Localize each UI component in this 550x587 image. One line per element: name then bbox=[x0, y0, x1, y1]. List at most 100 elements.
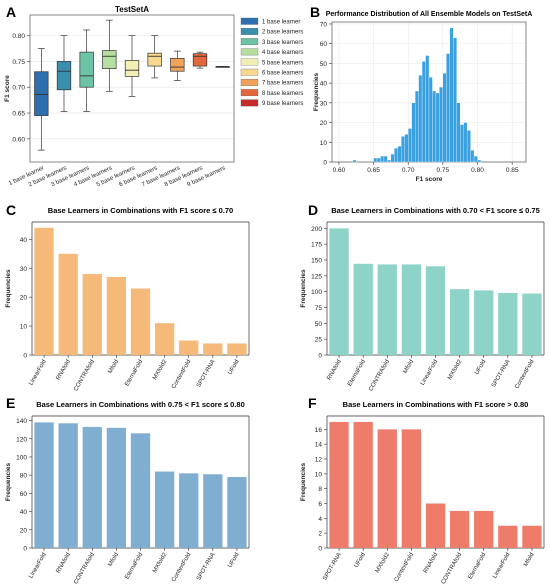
histogram-bar bbox=[456, 102, 461, 163]
legend-label: 1 base learner bbox=[262, 20, 300, 26]
legend-swatch bbox=[240, 28, 259, 35]
x-tick-label: 0.85 bbox=[506, 167, 519, 174]
y-tick-label: 60 bbox=[20, 491, 28, 498]
bar bbox=[401, 264, 422, 355]
y-tick-label: 20 bbox=[320, 120, 328, 127]
y-tick-label: 0.75 bbox=[12, 59, 25, 66]
histogram-bar bbox=[408, 128, 412, 163]
panel-c: C Base Learners in Combinations with F1 s… bbox=[5, 202, 250, 392]
legend-label: 3 base learners bbox=[262, 40, 303, 46]
x-tick-label: ContextFold bbox=[171, 552, 192, 583]
bar bbox=[179, 340, 199, 355]
x-tick-label: SPOT-RNA bbox=[196, 359, 217, 389]
bar bbox=[82, 426, 102, 548]
x-tick-label: Mfold bbox=[108, 552, 121, 568]
y-tick-label: 150 bbox=[311, 258, 322, 265]
y-tick-label: 0 bbox=[318, 353, 322, 360]
histogram-bar bbox=[380, 155, 385, 163]
x-tick-label: ContextFold bbox=[171, 359, 192, 390]
x-tick-label: 0.70 bbox=[402, 167, 415, 174]
histogram-bar bbox=[404, 134, 409, 163]
y-tick-label: 30 bbox=[20, 266, 28, 273]
histogram-bar bbox=[470, 150, 475, 163]
histogram-bar bbox=[401, 136, 405, 163]
bar bbox=[203, 474, 223, 548]
y-tick-label: 14 bbox=[315, 442, 323, 449]
y-tick-label: 140 bbox=[16, 418, 27, 425]
histogram-bar bbox=[414, 90, 419, 163]
x-tick-label: UFold bbox=[227, 359, 240, 376]
y-tick-label: 200 bbox=[311, 226, 322, 233]
histogram-bar bbox=[387, 159, 392, 163]
x-tick-label: EternaFold bbox=[124, 359, 144, 387]
bar bbox=[82, 274, 102, 355]
panel-label: A bbox=[6, 4, 16, 20]
x-tick-label: UFold bbox=[227, 552, 240, 569]
histogram-bar bbox=[397, 146, 402, 163]
legend-swatch bbox=[240, 79, 259, 86]
box bbox=[192, 53, 208, 67]
histogram-bar bbox=[446, 53, 450, 163]
bar bbox=[474, 290, 494, 355]
bar bbox=[106, 427, 127, 548]
bar bbox=[329, 228, 349, 355]
x-tick-label: LinearFold bbox=[28, 552, 47, 580]
histogram-bar bbox=[425, 55, 430, 163]
bar bbox=[425, 503, 446, 548]
histogram-bar bbox=[466, 130, 471, 163]
panel-label: E bbox=[6, 395, 15, 411]
bar bbox=[227, 343, 247, 355]
legend-label: 2 base learners bbox=[262, 30, 303, 36]
bar bbox=[34, 227, 54, 355]
y-axis-label: Frequencies bbox=[5, 269, 12, 308]
histogram-bar bbox=[352, 159, 357, 163]
y-tick-label: 125 bbox=[311, 273, 322, 280]
x-tick-label: LinearFold bbox=[492, 552, 511, 580]
x-tick-label: UFold bbox=[474, 359, 487, 376]
bar bbox=[449, 289, 470, 355]
histogram-bar bbox=[463, 122, 468, 163]
bar bbox=[58, 423, 78, 548]
y-tick-label: 10 bbox=[20, 324, 28, 331]
x-tick-label: MXfold2 bbox=[375, 551, 392, 574]
box bbox=[34, 71, 49, 116]
legend-label: 7 base learners bbox=[262, 81, 303, 87]
bar bbox=[58, 253, 78, 355]
bar bbox=[106, 276, 127, 355]
y-tick-label: 175 bbox=[311, 242, 322, 249]
y-tick-label: 120 bbox=[16, 436, 27, 443]
y-tick-label: 10 bbox=[320, 140, 328, 147]
y-tick-label: 60 bbox=[320, 41, 328, 48]
bar bbox=[377, 429, 397, 548]
y-tick-label: 80 bbox=[20, 473, 28, 480]
x-tick-label: 0.65 bbox=[367, 167, 380, 174]
x-tick-label: RNAfold bbox=[56, 359, 72, 381]
x-tick-label: SPOT-RNA bbox=[322, 552, 343, 582]
panel-label: D bbox=[308, 202, 318, 218]
x-tick-label: ContextFold bbox=[394, 552, 415, 583]
histogram-bar bbox=[394, 148, 398, 163]
histogram-bar bbox=[376, 157, 381, 163]
bar bbox=[498, 525, 518, 548]
y-tick-label: 0.80 bbox=[12, 33, 25, 40]
bar bbox=[449, 510, 470, 548]
y-axis-label: F1 score bbox=[4, 75, 11, 102]
x-tick-label: SPOT-RNA bbox=[491, 359, 512, 389]
bar bbox=[498, 292, 518, 355]
chart-title: Base Learners in Combinations with F1 sc… bbox=[48, 206, 233, 215]
box bbox=[170, 57, 185, 72]
panel-label: F bbox=[308, 395, 317, 411]
y-tick-label: 6 bbox=[318, 501, 322, 508]
y-tick-label: 40 bbox=[320, 81, 328, 88]
x-tick-label: CONTRAfold bbox=[368, 359, 391, 392]
histogram-bar bbox=[477, 159, 482, 163]
y-tick-label: 0 bbox=[23, 353, 27, 360]
y-tick-label: 0 bbox=[323, 160, 327, 167]
y-tick-label: 0 bbox=[318, 546, 322, 553]
x-tick-label: RNAfold bbox=[423, 552, 439, 574]
bar bbox=[401, 429, 422, 548]
bar bbox=[227, 476, 247, 548]
histogram-bar bbox=[390, 153, 395, 163]
chart-title: Base Learners in Combinations with 0.75 … bbox=[36, 400, 245, 409]
x-tick-label: EternaFold bbox=[124, 552, 144, 580]
